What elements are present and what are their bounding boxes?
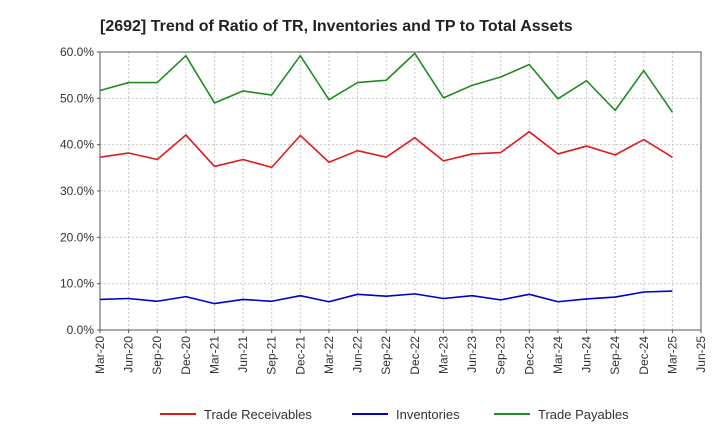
x-tick-label: Dec-20	[179, 336, 193, 375]
y-tick-label: 20.0%	[60, 230, 94, 244]
x-tick-label: Sep-21	[265, 336, 279, 375]
legend: Trade Receivables Inventories Trade Payabl…	[160, 407, 629, 422]
series-lines	[99, 52, 674, 305]
y-tick-label: 10.0%	[60, 277, 94, 291]
x-tick-label: Jun-23	[465, 336, 479, 373]
x-tick-label: Mar-22	[322, 336, 336, 374]
series-line-trade-payables	[99, 52, 674, 113]
x-tick-label: Mar-21	[207, 336, 221, 374]
x-tick-label: Dec-24	[637, 336, 651, 375]
grid	[99, 51, 702, 331]
chart-title: [2692] Trend of Ratio of TR, Inventories…	[100, 18, 573, 35]
x-tick-label: Mar-23	[436, 336, 450, 374]
x-tick-label: Dec-21	[293, 336, 307, 375]
y-tick-label: 50.0%	[60, 91, 94, 105]
x-tick-label: Mar-24	[551, 336, 565, 374]
x-tick-label: Sep-20	[150, 336, 164, 375]
series-line-inventories	[99, 290, 673, 305]
axes: 0.0% 10.0% 20.0% 30.0% 40.0% 50.0% 60.0% Mar-20…	[60, 45, 708, 375]
x-tick-label: Sep-22	[379, 336, 393, 375]
x-tick-label: Sep-23	[494, 336, 508, 375]
x-tick-label: Jun-22	[351, 336, 365, 373]
x-tick-label: Dec-22	[408, 336, 422, 375]
series-line-trade-receivables	[99, 130, 673, 169]
legend-label: Inventories	[396, 407, 460, 422]
y-tick-label: 30.0%	[60, 184, 94, 198]
y-tick-label: 0.0%	[67, 323, 95, 337]
x-tick-label: Sep-24	[608, 336, 622, 375]
x-tick-label: Jun-20	[122, 336, 136, 373]
y-tick-label: 60.0%	[60, 45, 94, 59]
x-tick-label: Mar-25	[665, 336, 679, 374]
x-tick-label: Mar-20	[93, 336, 107, 374]
legend-label: Trade Receivables	[204, 407, 312, 422]
x-tick-label: Jun-24	[580, 336, 594, 373]
x-tick-label: Jun-25	[694, 336, 708, 373]
x-tick-label: Dec-23	[522, 336, 536, 375]
x-tick-label: Jun-21	[236, 336, 250, 373]
y-tick-label: 40.0%	[60, 138, 94, 152]
legend-label: Trade Payables	[538, 407, 629, 422]
